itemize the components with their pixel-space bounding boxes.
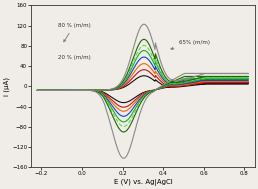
Text: 80 % (m/m): 80 % (m/m) [58, 23, 90, 42]
Text: 20 % (m/m): 20 % (m/m) [58, 55, 90, 60]
Text: 65% (m/m): 65% (m/m) [171, 40, 211, 50]
Y-axis label: i (μA): i (μA) [3, 77, 10, 96]
X-axis label: E (V) vs. Ag|AgCl: E (V) vs. Ag|AgCl [114, 179, 172, 186]
